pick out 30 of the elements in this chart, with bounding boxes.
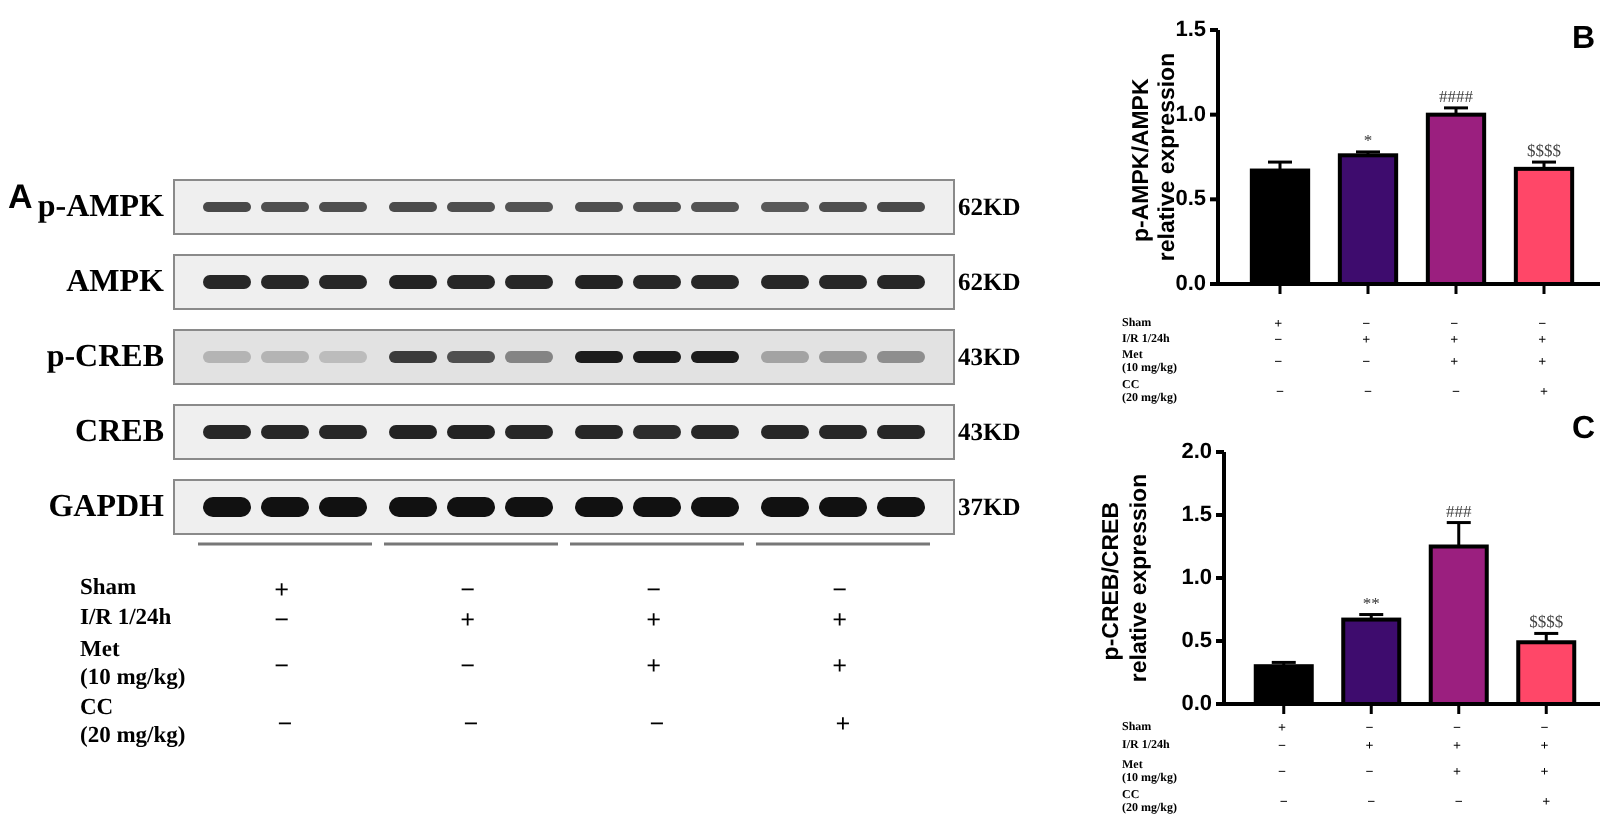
y-tick-label: 0.5 xyxy=(1175,187,1206,212)
data-label: $$$$ xyxy=(1529,611,1564,632)
y-tick-label: 0.0 xyxy=(1181,692,1212,716)
category-label: 43KD xyxy=(958,418,1021,446)
y-tick-label: 1.5 xyxy=(1175,18,1206,42)
data-label: ### xyxy=(1446,500,1473,521)
category-label: 62KD xyxy=(958,268,1021,296)
category-label: p-AMPK xyxy=(37,190,164,224)
y-tick-label: 0.5 xyxy=(1181,629,1212,653)
data-label: $$$$ xyxy=(1527,140,1561,161)
y-tick-label: 1.5 xyxy=(1181,503,1212,527)
category-label: CREB xyxy=(75,415,164,449)
y-tick-label: 2.0 xyxy=(1181,440,1212,464)
category-label: p-CREB xyxy=(46,340,164,374)
category-label: 62KD xyxy=(958,193,1021,221)
category-label: 37KD xyxy=(958,493,1021,521)
text: A xyxy=(8,178,33,216)
category-label: GAPDH xyxy=(48,490,164,524)
chart-title: C xyxy=(1572,412,1596,446)
category-label: AMPK xyxy=(66,265,164,299)
y-axis-title: p-CREB/CREB relative expression xyxy=(1100,473,1152,683)
text: Sham I/R 1/24h Met (10 mg/kg) CC (20 mg/kg) xyxy=(80,576,192,748)
y-tick-label: 1.0 xyxy=(1175,102,1206,127)
category-label: 43KD xyxy=(958,343,1021,371)
data-label: * xyxy=(1363,129,1373,150)
data-label: ** xyxy=(1362,592,1380,613)
data-label: #### xyxy=(1439,85,1475,106)
y-tick-label: 1.0 xyxy=(1181,566,1212,590)
y-tick-label: 0.0 xyxy=(1175,272,1206,296)
chart-title: B xyxy=(1572,22,1596,56)
